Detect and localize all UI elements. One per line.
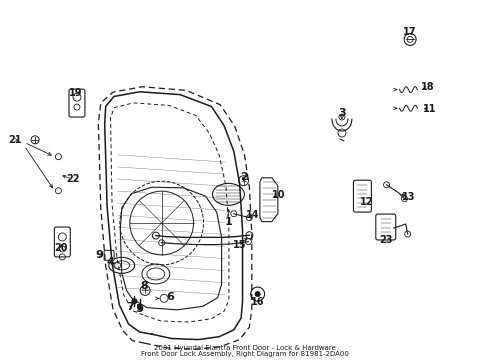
- Text: 5: 5: [135, 304, 143, 314]
- FancyBboxPatch shape: [104, 250, 114, 260]
- Circle shape: [131, 298, 137, 304]
- Text: 13: 13: [402, 192, 415, 202]
- FancyBboxPatch shape: [375, 214, 395, 240]
- Text: 16: 16: [250, 297, 264, 307]
- Ellipse shape: [212, 183, 244, 205]
- Polygon shape: [260, 178, 277, 222]
- Ellipse shape: [108, 257, 134, 273]
- Text: 18: 18: [420, 82, 433, 93]
- Text: 9: 9: [95, 250, 103, 260]
- Text: Front Door Lock Assembly, Right Diagram for 81981-2DA00: Front Door Lock Assembly, Right Diagram …: [140, 351, 348, 357]
- Circle shape: [250, 287, 264, 301]
- Text: 2001 Hyundai Elantra Front Door - Lock & Hardware: 2001 Hyundai Elantra Front Door - Lock &…: [153, 345, 335, 351]
- Text: 3: 3: [337, 108, 345, 118]
- Text: 4: 4: [106, 257, 114, 267]
- Text: 8: 8: [140, 281, 148, 291]
- Text: 6: 6: [166, 292, 174, 302]
- Circle shape: [403, 33, 415, 45]
- FancyBboxPatch shape: [69, 89, 85, 117]
- Text: 2: 2: [239, 172, 247, 182]
- Text: 21: 21: [8, 135, 21, 145]
- FancyBboxPatch shape: [353, 180, 370, 212]
- Text: 11: 11: [422, 104, 435, 114]
- Text: 15: 15: [232, 240, 246, 250]
- FancyBboxPatch shape: [54, 227, 70, 257]
- Text: 14: 14: [245, 210, 259, 220]
- Circle shape: [238, 176, 248, 186]
- Text: 19: 19: [69, 88, 82, 98]
- Circle shape: [31, 136, 39, 144]
- Text: 22: 22: [66, 174, 80, 184]
- Circle shape: [140, 285, 150, 296]
- Text: 23: 23: [378, 235, 392, 245]
- Text: 20: 20: [55, 243, 68, 253]
- Text: 10: 10: [271, 190, 285, 200]
- Circle shape: [254, 291, 260, 297]
- Circle shape: [55, 188, 61, 194]
- Text: 17: 17: [403, 27, 416, 37]
- Text: 1: 1: [224, 217, 232, 226]
- Circle shape: [55, 154, 61, 160]
- Text: 12: 12: [359, 197, 372, 207]
- Text: 7: 7: [126, 302, 134, 312]
- Circle shape: [137, 305, 143, 311]
